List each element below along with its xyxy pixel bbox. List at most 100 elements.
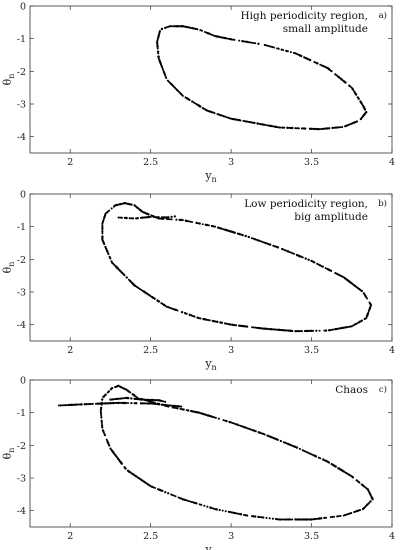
data-point [259,123,262,126]
data-point [173,404,176,408]
y-tick-label: -4 [17,506,26,517]
data-point [190,500,194,504]
data-point [180,405,183,408]
data-point [291,518,294,521]
y-tick-label: 0 [20,2,26,13]
data-point [122,397,125,400]
data-point [189,500,192,503]
data-point [143,402,146,405]
y-axis-label-sub: n [7,448,16,453]
data-point [115,203,119,207]
data-point [289,518,292,521]
x-axis-label-sub: n [212,175,217,184]
data-point [366,297,369,300]
y-tick-label: -3 [17,474,26,485]
data-point [174,495,177,498]
data-point [156,216,159,219]
plot-frame [29,5,393,154]
data-point [252,326,255,329]
data-point [127,278,130,281]
data-point [216,113,219,116]
data-point [258,239,261,242]
data-point [283,518,286,521]
data-point [156,488,160,491]
data-point [156,403,159,406]
annotation-line: big amplitude [294,211,368,223]
data-point [157,216,160,219]
data-point [170,218,173,221]
data-point [168,25,172,28]
data-point [123,466,126,469]
data-point [310,329,313,333]
data-point [295,446,299,449]
data-point [77,403,80,406]
data-point [275,517,278,521]
data-point [187,409,190,412]
data-point [223,322,227,325]
data-point [286,50,289,53]
data-point [176,407,179,410]
data-point [227,510,230,513]
data-point [208,319,211,322]
data-point [341,125,344,129]
data-point [248,121,251,124]
data-point [263,327,267,330]
data-point [291,126,294,130]
data-point [134,402,138,405]
data-point [237,324,241,327]
data-point [324,127,328,130]
data-point [331,126,334,130]
data-point [252,42,255,44]
data-point [102,219,105,222]
data-point [302,127,305,130]
annotation-line: small amplitude [283,23,368,35]
data-point [91,402,94,405]
data-point [160,216,164,219]
y-tick-label: -1 [17,408,26,419]
data-point [321,265,324,268]
data-point [160,27,164,31]
data-point [105,438,108,441]
data-point [110,260,113,263]
data-point [265,516,268,519]
data-point [315,329,318,332]
data-point [241,233,244,237]
data-point [250,515,254,518]
data-point [156,39,159,42]
data-point [212,507,215,510]
data-point [280,48,283,51]
data-point [106,402,109,405]
data-point [156,45,159,49]
data-point [65,404,69,407]
data-point [286,329,289,332]
data-point [323,127,326,130]
series-1 [101,201,373,333]
data-point [130,401,133,405]
data-point [170,493,173,496]
data-point [297,127,300,130]
data-point [127,402,130,405]
data-point [245,426,248,429]
data-point [101,232,104,235]
data-point [262,516,265,519]
data-point [339,514,342,517]
data-point [207,224,210,227]
x-tick-label: 2.5 [143,531,158,542]
data-point [299,330,302,333]
data-point [294,330,297,333]
data-point [143,398,146,401]
data-point [165,76,168,80]
data-point [59,404,62,407]
data-point [238,39,241,42]
data-point [165,26,168,29]
data-point [247,235,250,239]
data-point [166,79,169,82]
data-point [156,299,159,302]
data-point [312,127,315,130]
data-point [300,518,303,521]
data-point [273,328,276,331]
data-point [233,38,236,41]
data-point [331,328,334,331]
data-point [99,410,102,413]
data-point [162,216,165,219]
